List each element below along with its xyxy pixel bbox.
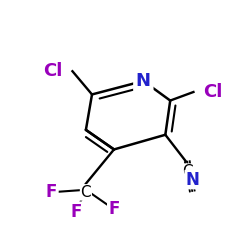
Text: F: F <box>70 203 82 221</box>
Text: N: N <box>185 170 199 188</box>
Text: F: F <box>108 200 120 218</box>
Text: C: C <box>182 164 193 179</box>
Text: F: F <box>46 183 57 201</box>
Text: N: N <box>136 72 151 90</box>
Text: Cl: Cl <box>203 83 223 101</box>
Text: C: C <box>80 185 91 200</box>
Text: Cl: Cl <box>43 62 63 80</box>
